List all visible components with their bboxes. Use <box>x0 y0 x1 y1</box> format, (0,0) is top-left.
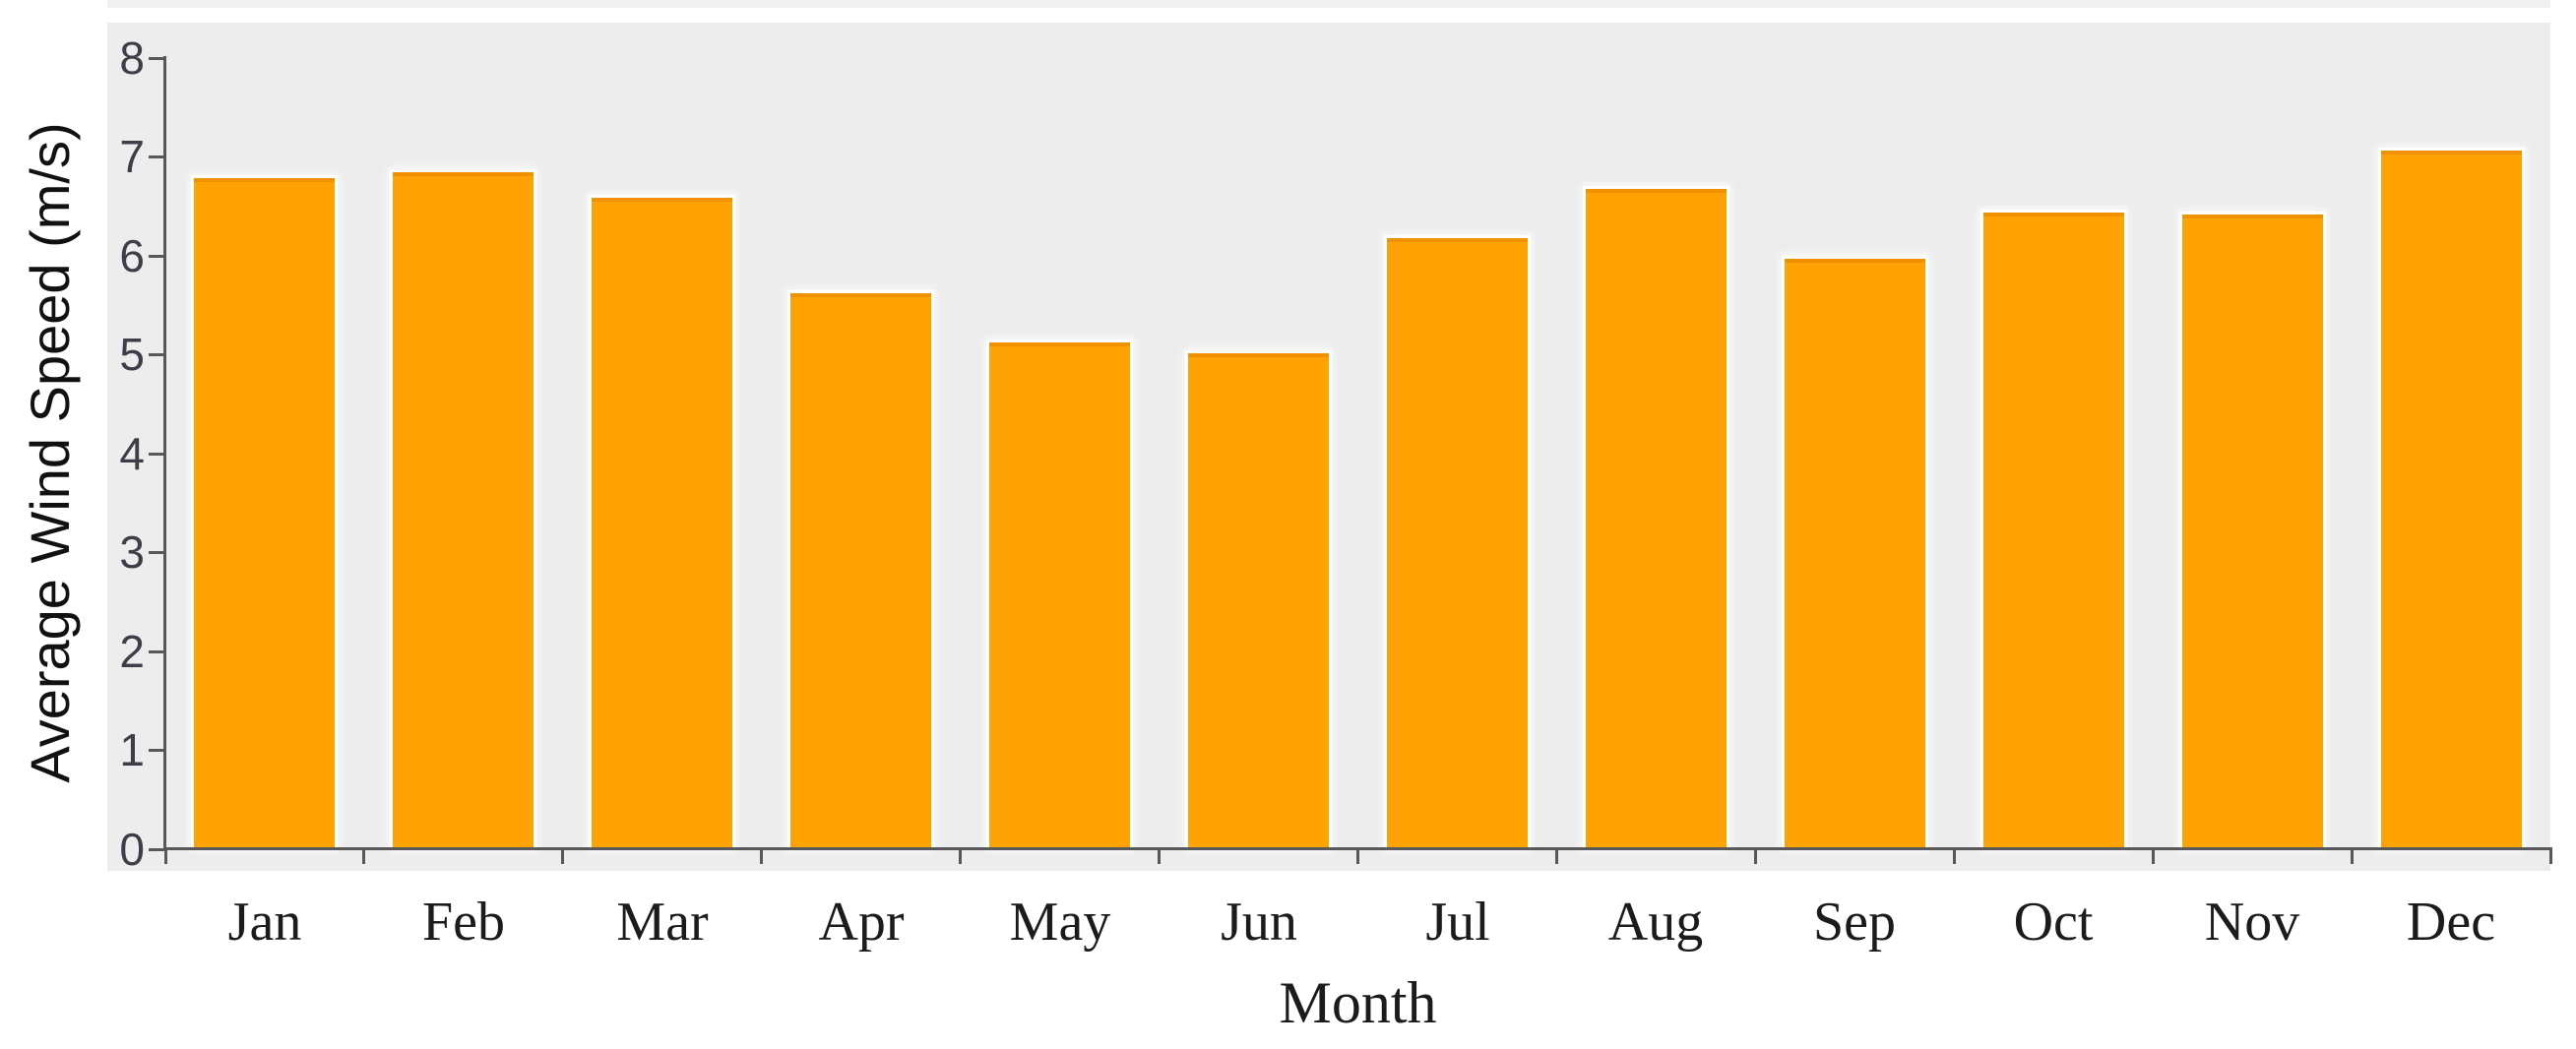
y-tick-label: 5 <box>119 329 145 380</box>
y-tick-mark <box>149 650 163 653</box>
x-tick-label-nov: Nov <box>2204 892 2300 953</box>
y-axis-title: Average Wind Speed (m/s) <box>19 122 81 783</box>
x-tick-mark <box>1754 847 1757 864</box>
bar-aug <box>1583 186 1729 849</box>
x-tick-mark <box>2152 847 2155 864</box>
y-tick-label: 0 <box>119 824 145 875</box>
x-tick-label-sep: Sep <box>1813 892 1896 953</box>
x-tick-mark <box>760 847 763 864</box>
x-tick-label-may: May <box>1009 892 1111 953</box>
x-tick-mark <box>1356 847 1359 864</box>
y-tick-mark <box>149 848 163 851</box>
y-tick-label: 2 <box>119 626 145 677</box>
y-tick-mark <box>149 749 163 752</box>
bar-jun <box>1185 350 1332 849</box>
x-tick-mark <box>1158 847 1161 864</box>
bar-jan <box>191 175 338 849</box>
bar-apr <box>787 290 934 849</box>
y-tick-label: 1 <box>119 724 145 775</box>
x-tick-mark <box>561 847 564 864</box>
x-tick-label-jan: Jan <box>227 892 302 953</box>
x-tick-label-jun: Jun <box>1221 892 1297 953</box>
bar-dec <box>2378 148 2525 849</box>
y-tick-mark <box>149 255 163 258</box>
y-tick-mark <box>149 353 163 356</box>
x-tick-mark <box>164 847 167 864</box>
bar-feb <box>390 169 536 849</box>
bar-nov <box>2179 212 2326 849</box>
panel-top-sliver <box>107 0 2550 8</box>
y-tick-label: 7 <box>119 131 145 182</box>
y-tick-label: 8 <box>119 32 145 84</box>
x-tick-label-jul: Jul <box>1425 892 1490 953</box>
x-tick-label-aug: Aug <box>1607 892 1704 953</box>
y-tick-label: 3 <box>119 526 145 578</box>
x-tick-label-oct: Oct <box>2013 892 2094 953</box>
y-tick-mark <box>149 155 163 158</box>
x-tick-mark <box>1555 847 1558 864</box>
bar-oct <box>1980 210 2127 849</box>
y-tick-label: 6 <box>119 230 145 281</box>
bar-jul <box>1384 235 1531 849</box>
x-tick-label-feb: Feb <box>422 892 505 953</box>
x-tick-label-apr: Apr <box>818 892 905 953</box>
x-axis-title: Month <box>1279 970 1437 1035</box>
x-tick-label-mar: Mar <box>616 892 709 953</box>
x-tick-label-dec: Dec <box>2406 892 2496 953</box>
y-tick-mark <box>149 57 163 60</box>
x-tick-mark <box>2351 847 2354 864</box>
bar-mar <box>589 195 735 849</box>
x-tick-mark <box>2549 847 2552 864</box>
bar-may <box>986 339 1133 849</box>
x-tick-mark <box>959 847 962 864</box>
y-tick-mark <box>149 551 163 554</box>
y-tick-label: 4 <box>119 428 145 479</box>
x-tick-mark <box>362 847 365 864</box>
bar-sep <box>1782 256 1928 849</box>
y-axis-line <box>163 56 166 851</box>
x-tick-mark <box>1953 847 1956 864</box>
y-tick-mark <box>149 453 163 456</box>
